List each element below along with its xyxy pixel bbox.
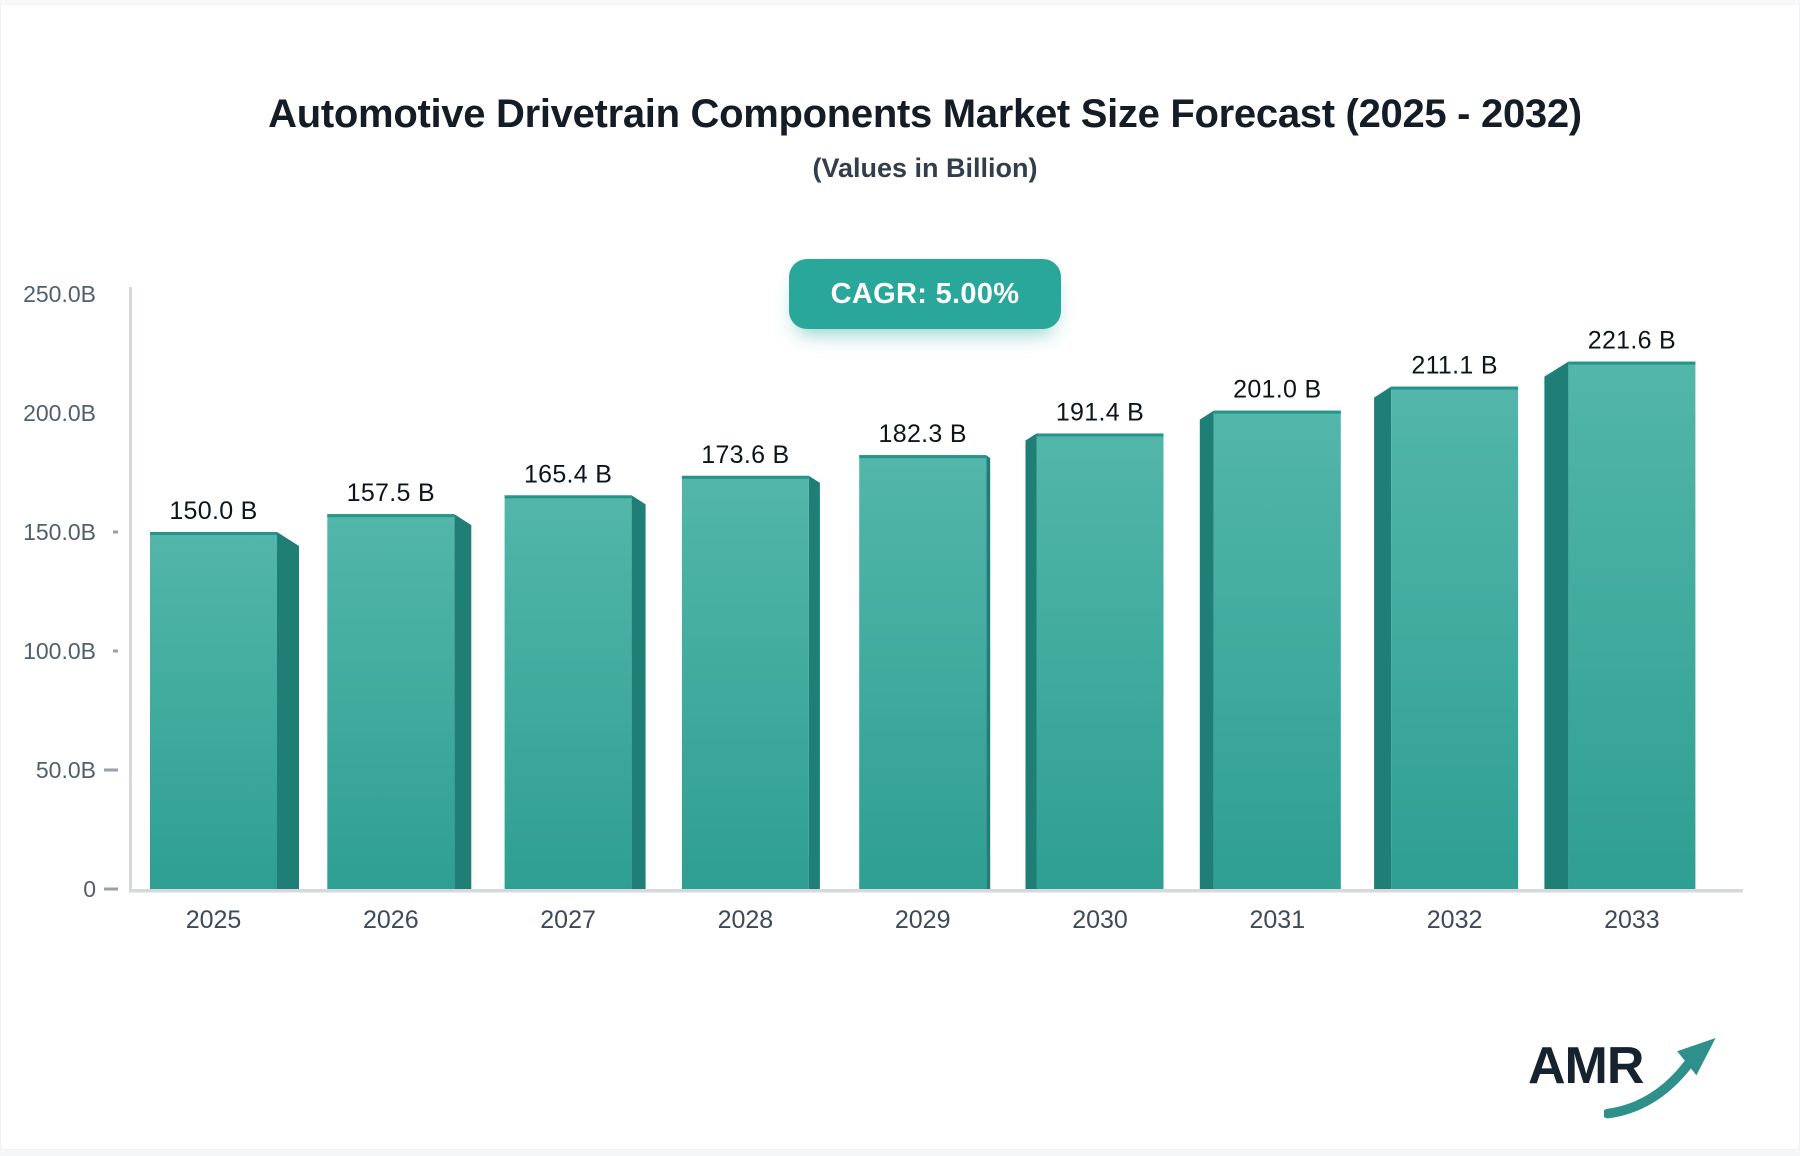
y-tick-label: 50.0B <box>36 757 96 783</box>
bar-top-edge <box>1568 361 1696 365</box>
x-tick-label: 2032 <box>1427 906 1483 934</box>
bar-side-face <box>986 455 991 889</box>
bar-top-edge <box>1036 433 1164 437</box>
chart-header: Automotive Drivetrain Components Market … <box>50 92 1800 184</box>
x-tick-label: 2028 <box>718 906 774 934</box>
y-tick-label: 100.0B <box>23 638 96 664</box>
chart-title: Automotive Drivetrain Components Market … <box>268 92 1582 136</box>
bar-side-face <box>1544 361 1569 889</box>
bar-side-face <box>277 532 299 889</box>
bar-side-face <box>1199 410 1214 889</box>
x-axis-line <box>129 889 1743 893</box>
growth-arrow-icon <box>1604 1038 1716 1119</box>
bar-side-face <box>454 514 472 889</box>
bar <box>1391 386 1519 889</box>
amr-logo: AMR <box>1528 1030 1728 1130</box>
y-tick-mark <box>104 768 118 772</box>
bar-side-face <box>631 495 646 889</box>
bar <box>327 514 455 889</box>
x-tick-label: 2025 <box>186 906 242 934</box>
bar-top-edge <box>504 495 632 499</box>
y-tick-label: 250.0B <box>23 281 96 307</box>
bar-value-label: 221.6 B <box>1588 327 1676 355</box>
x-tick-label: 2031 <box>1249 906 1305 934</box>
bar <box>1036 433 1164 889</box>
y-tick-label: 0 <box>83 876 96 902</box>
y-tick-mark <box>113 530 118 534</box>
bar-top-edge <box>1213 410 1341 414</box>
x-tick-label: 2030 <box>1072 906 1128 934</box>
bar-top-edge <box>1391 386 1519 390</box>
x-tick-label: 2027 <box>540 906 596 934</box>
x-tick-label: 2026 <box>363 906 419 934</box>
amr-logo-text: AMR <box>1528 1037 1644 1095</box>
bar-value-label: 173.6 B <box>701 441 789 469</box>
bar-side-face <box>808 475 820 889</box>
y-tick-mark <box>104 887 118 891</box>
bar <box>150 532 277 889</box>
bar <box>1213 410 1341 889</box>
bar-top-edge <box>859 455 987 459</box>
y-axis-line <box>129 287 132 892</box>
bar-value-label: 182.3 B <box>879 420 967 448</box>
bar-top-edge <box>327 514 455 518</box>
bar-value-label: 150.0 B <box>169 497 257 525</box>
bar-value-label: 165.4 B <box>524 460 612 488</box>
bar <box>681 475 809 889</box>
y-tick-label: 150.0B <box>23 519 96 545</box>
bar <box>1568 361 1696 889</box>
bar-value-label: 201.0 B <box>1233 376 1321 404</box>
y-tick-label: 200.0B <box>23 400 96 426</box>
x-tick-label: 2029 <box>895 906 951 934</box>
bar-side-face <box>1025 433 1037 889</box>
bar-value-label: 157.5 B <box>347 479 435 507</box>
bar-chart: 250.0B 200.0B 150.0B 100.0B 50.0B 0 150.0 B 202… <box>23 281 1743 934</box>
bar-top-edge <box>150 532 277 535</box>
bar <box>504 495 632 889</box>
bar <box>859 455 987 889</box>
y-tick-mark <box>113 649 118 653</box>
bar-value-label: 191.4 B <box>1056 398 1144 426</box>
bar-top-edge <box>681 475 809 479</box>
x-tick-label: 2033 <box>1604 906 1660 934</box>
bar-value-label: 211.1 B <box>1411 352 1497 380</box>
bar-side-face <box>1374 386 1392 889</box>
cagr-badge: CAGR: 5.00% <box>789 259 1061 329</box>
chart-subtitle: (Values in Billion) <box>812 153 1038 183</box>
